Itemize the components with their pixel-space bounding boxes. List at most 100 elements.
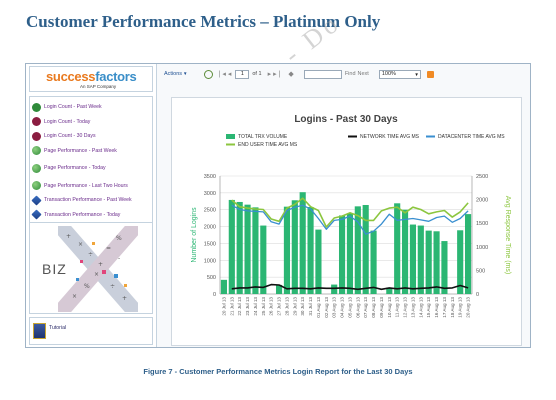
svg-text:÷: ÷ bbox=[88, 251, 93, 258]
report-item[interactable]: Page Performance - Past Week bbox=[32, 145, 117, 157]
y2-tick-label: 1500 bbox=[476, 221, 488, 227]
y-tick-label: 2000 bbox=[204, 225, 216, 231]
x-tick-label: 20 Aug 13 bbox=[466, 297, 471, 318]
svg-text:+: + bbox=[98, 261, 103, 268]
y-tick-label: 500 bbox=[207, 275, 216, 281]
report-item[interactable]: Login Count - 30 Days bbox=[32, 130, 96, 142]
book-icon bbox=[33, 323, 46, 339]
report-item[interactable]: Login Count - Past Week bbox=[32, 101, 102, 113]
logo-wordmark: successfactors bbox=[46, 69, 137, 84]
legend-swatch bbox=[226, 143, 235, 146]
chart-title: Logins - Past 30 Days bbox=[294, 114, 398, 125]
green-report-icon bbox=[32, 102, 41, 112]
actions-menu[interactable]: Actions▼ bbox=[164, 71, 188, 77]
report-item-label: Transaction Performance - Past Week bbox=[44, 197, 132, 203]
x-tick-label: 21 Jul 13 bbox=[229, 297, 234, 316]
series-line-1 bbox=[231, 283, 469, 291]
bar bbox=[307, 207, 314, 294]
find-input[interactable] bbox=[303, 69, 342, 79]
report-item[interactable]: Login Count - Today bbox=[32, 116, 90, 128]
bar bbox=[244, 204, 251, 294]
figure-caption: Figure 7 - Customer Performance Metrics … bbox=[143, 367, 413, 376]
report-item-label: Page Performance - Today bbox=[44, 165, 106, 171]
x-tick-label: 16 Aug 13 bbox=[434, 297, 439, 318]
bar bbox=[425, 230, 432, 294]
page-number-input[interactable]: 1 bbox=[235, 69, 250, 79]
logo-part-success: success bbox=[46, 69, 96, 84]
tutorial-link[interactable]: Tutorial bbox=[29, 317, 153, 345]
x-tick-label: 15 Aug 13 bbox=[426, 297, 431, 318]
y-tick-label: 1000 bbox=[204, 258, 216, 264]
y-tick-label: 0 bbox=[213, 292, 216, 298]
report-item-label: Page Performance - Last Two Hours bbox=[44, 182, 128, 189]
bar bbox=[283, 206, 291, 294]
actions-label: Actions bbox=[164, 71, 183, 77]
report-item-label: Page Performance - Past Week bbox=[44, 147, 117, 154]
app-screenshot: successfactors An SAP Company Login Coun… bbox=[25, 63, 531, 348]
find-button[interactable]: Find bbox=[344, 71, 356, 77]
legend-swatch bbox=[426, 135, 435, 138]
svg-text:=: = bbox=[106, 245, 111, 252]
legend-label: END USER TIME AVG MS bbox=[238, 142, 298, 148]
page-count-label: of 1 bbox=[252, 71, 262, 77]
x-tick-label: 27 Jul 13 bbox=[277, 297, 282, 316]
bar bbox=[236, 201, 243, 294]
svg-text:%: % bbox=[84, 283, 90, 290]
report-item[interactable]: Page Performance - Last Two Hours bbox=[32, 180, 128, 192]
report-item-label: Login Count - 30 Days bbox=[44, 133, 96, 139]
x-tick-label: 19 Aug 13 bbox=[458, 297, 463, 318]
bar bbox=[386, 287, 393, 294]
y-tick-label: 3500 bbox=[204, 174, 216, 180]
bar bbox=[441, 241, 448, 294]
next-last-page-icon[interactable]: ▸▸| bbox=[267, 71, 283, 78]
biz-graphic: + × ÷ % = + ×% ÷ + × - BIZ bbox=[29, 222, 153, 314]
diamond-report-icon bbox=[31, 194, 42, 206]
x-tick-label: 08 Aug 13 bbox=[371, 297, 376, 318]
y2-tick-label: 2000 bbox=[476, 198, 488, 204]
svg-text:×: × bbox=[94, 271, 99, 278]
bar bbox=[291, 200, 298, 294]
report-item[interactable]: Page Performance - Today bbox=[32, 162, 106, 174]
report-item[interactable]: Transaction Performance - Today bbox=[31, 209, 120, 221]
bar bbox=[252, 207, 259, 294]
back-icon[interactable]: ◆ bbox=[288, 71, 296, 78]
bar bbox=[315, 229, 322, 294]
x-tick-label: 26 Jul 13 bbox=[269, 297, 274, 316]
zoom-value: 100% bbox=[381, 70, 396, 77]
svg-text:+: + bbox=[66, 233, 71, 240]
bar bbox=[370, 230, 377, 294]
report-item-label: Login Count - Past Week bbox=[44, 104, 102, 110]
legend-label: DATACENTER TIME AVG MS bbox=[438, 134, 505, 140]
document-heading: Customer Performance Metrics – Platinum … bbox=[26, 12, 381, 31]
x-tick-label: 12 Aug 13 bbox=[403, 297, 408, 318]
y2-tick-label: 1000 bbox=[476, 245, 488, 251]
y-axis-title: Number of Logins bbox=[191, 207, 198, 263]
report-item-label: Login Count - Today bbox=[44, 118, 91, 125]
first-prev-page-icon[interactable]: |◂◂ bbox=[218, 71, 234, 78]
y2-tick-label: 500 bbox=[476, 268, 485, 274]
export-feed-icon[interactable] bbox=[426, 70, 434, 78]
biz-label: BIZ bbox=[42, 261, 67, 277]
x-tick-label: 17 Aug 13 bbox=[442, 297, 447, 318]
x-tick-label: 13 Aug 13 bbox=[410, 297, 415, 318]
bar bbox=[331, 284, 338, 294]
svg-text:×: × bbox=[78, 241, 83, 248]
logo-part-factors: factors bbox=[95, 69, 137, 84]
bar bbox=[354, 206, 361, 294]
sidebar: successfactors An SAP Company Login Coun… bbox=[26, 64, 157, 347]
x-tick-label: 10 Aug 13 bbox=[387, 297, 392, 318]
maroon-report-icon bbox=[32, 131, 41, 141]
report-item[interactable]: Transaction Performance - Past Week bbox=[31, 194, 132, 206]
x-tick-label: 03 Aug 13 bbox=[332, 297, 337, 318]
report-toolbar: Actions▼ |◂◂ 1 of 1 ▸▸| ◆ Find Next 100%… bbox=[160, 67, 528, 81]
find-next-button[interactable]: Next bbox=[357, 71, 369, 77]
zoom-select[interactable]: 100% ▼ bbox=[378, 69, 421, 79]
globe-report-icon bbox=[32, 146, 41, 155]
bar bbox=[220, 279, 228, 294]
x-tick-label: 07 Aug 13 bbox=[363, 297, 368, 318]
bar bbox=[409, 224, 417, 294]
x-tick-label: 31 Jul 13 bbox=[308, 297, 313, 316]
globe-report-icon bbox=[32, 181, 41, 190]
x-tick-label: 09 Aug 13 bbox=[379, 297, 384, 318]
refresh-icon[interactable] bbox=[203, 69, 213, 79]
